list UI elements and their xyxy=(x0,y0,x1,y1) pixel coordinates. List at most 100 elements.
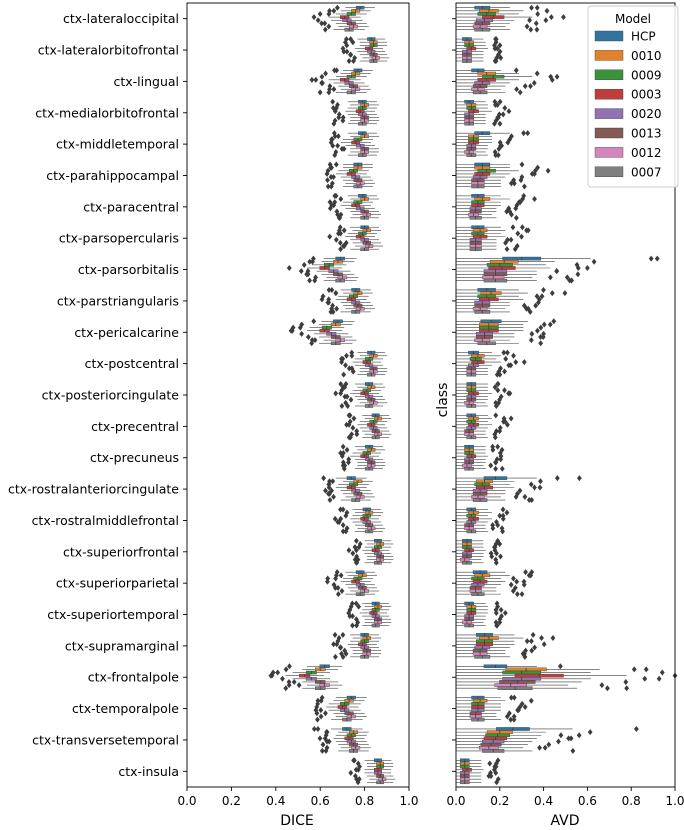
dice-box-precuneus-0003 xyxy=(339,453,379,460)
dice-box-posteriorcingulate-0020 xyxy=(342,393,384,400)
outlier-point xyxy=(338,211,344,218)
outlier-point xyxy=(323,487,328,494)
avd-box-insula-0013 xyxy=(456,773,494,780)
dice-box-precentral-0010 xyxy=(351,415,392,422)
outlier-point xyxy=(517,199,523,206)
outlier-point xyxy=(313,707,319,714)
outlier-point xyxy=(511,716,517,723)
outlier-point xyxy=(554,268,560,275)
outlier-point xyxy=(297,324,303,331)
outlier-point xyxy=(490,525,496,532)
outlier-point xyxy=(331,7,337,14)
dice-box-lateralorbitofrontal-HCP xyxy=(343,36,386,43)
outlier-point xyxy=(497,424,503,431)
outlier-point xyxy=(497,428,503,435)
outlier-point xyxy=(338,246,343,253)
avd-box-pericalcarine-HCP xyxy=(456,318,557,325)
outlier-point xyxy=(656,675,662,682)
outlier-point xyxy=(338,196,344,202)
avd-box-precuneus-0007 xyxy=(456,465,505,472)
dice-box-parsopercularis-0020 xyxy=(333,236,379,243)
outlier-point xyxy=(513,67,519,74)
dice-box-rostralanteriorcingulate-0003 xyxy=(326,484,367,491)
outlier-point xyxy=(501,349,507,356)
outlier-point xyxy=(551,318,557,325)
outlier-point xyxy=(329,286,335,293)
dice-box-lateralorbitofrontal-0007 xyxy=(346,58,388,65)
outlier-point xyxy=(558,732,564,739)
outlier-point xyxy=(327,233,333,240)
dice-box-paracentral-0020 xyxy=(327,205,375,212)
avd-box-posteriorcingulate-0010 xyxy=(456,384,498,391)
avd-box-posteriorcingulate-0012 xyxy=(456,399,502,406)
outlier-point xyxy=(570,747,576,754)
dice-box-parahippocampal-0007 xyxy=(325,183,373,190)
outlier-point xyxy=(519,591,525,598)
outlier-point xyxy=(327,497,333,504)
avd-panel: 0.0 0.2 0.4 0.6 0.8 1.0 xyxy=(446,2,684,808)
outlier-point xyxy=(492,42,497,49)
avd-box-supramarginal-0009 xyxy=(456,638,534,645)
dice-x-tick-label: 0.8 xyxy=(355,794,374,808)
outlier-point xyxy=(510,588,516,594)
outlier-point xyxy=(532,484,537,491)
dice-box-transversetemporal-0012 xyxy=(324,744,371,751)
avd-box-parstriangularis-0007 xyxy=(456,308,533,315)
outlier-point xyxy=(347,613,353,620)
avd-box-lateraloccipital-0009 xyxy=(456,10,541,17)
outlier-point xyxy=(341,371,347,378)
outlier-point xyxy=(307,258,313,265)
avd-box-temporalpole-HCP xyxy=(456,694,517,701)
avd-box-lateraloccipital-0003 xyxy=(456,14,566,21)
avd-box-transversetemporal-0020 xyxy=(456,738,561,745)
outlier-point xyxy=(561,14,566,21)
outlier-point xyxy=(350,39,356,46)
dice-box-rostralmiddlefrontal-0007 xyxy=(340,528,384,535)
outlier-point xyxy=(335,584,341,591)
outlier-point xyxy=(557,663,563,670)
outlier-point xyxy=(329,202,335,209)
outlier-point xyxy=(499,613,504,620)
outlier-point xyxy=(333,653,338,660)
legend-swatch-0013 xyxy=(594,127,624,139)
outlier-point xyxy=(309,337,315,344)
outlier-point xyxy=(330,478,336,485)
avd-box-medialorbitofrontal-0009 xyxy=(456,105,508,112)
outlier-point xyxy=(505,349,510,356)
dice-box-lateralorbitofrontal-0020 xyxy=(341,48,386,55)
outlier-point xyxy=(541,641,547,648)
outlier-point xyxy=(348,396,354,403)
outlier-point xyxy=(322,26,328,33)
outlier-point xyxy=(500,111,506,118)
avd-box-rostralanteriorcingulate-0003 xyxy=(456,484,543,491)
outlier-point xyxy=(342,647,348,654)
outlier-point xyxy=(325,299,331,306)
outlier-point xyxy=(350,613,355,620)
outlier-point xyxy=(497,42,503,49)
avd-box-parsopercularis-0007 xyxy=(456,246,518,253)
outlier-point xyxy=(503,239,508,246)
outlier-point xyxy=(508,415,514,422)
outlier-point xyxy=(330,142,336,149)
avd-box-middletemporal-0020 xyxy=(456,142,505,149)
outlier-point xyxy=(354,537,359,544)
dice-box-precentral-0003 xyxy=(344,421,386,428)
dice-box-parahippocampal-0003 xyxy=(324,170,367,177)
outlier-point xyxy=(346,412,352,419)
outlier-point xyxy=(538,340,544,347)
outlier-point xyxy=(528,83,533,90)
avd-box-parstriangularis-0013 xyxy=(456,302,539,309)
avd-x-tick-label: 0.0 xyxy=(446,794,465,808)
outlier-point xyxy=(318,697,324,704)
avd-box-supramarginal-0010 xyxy=(456,635,556,642)
outlier-point xyxy=(288,327,294,334)
outlier-point xyxy=(341,450,346,457)
outlier-point xyxy=(494,371,500,378)
avd-box-transversetemporal-0003 xyxy=(456,735,574,742)
outlier-point xyxy=(508,362,514,369)
outlier-point xyxy=(539,635,544,642)
outlier-point xyxy=(299,330,305,337)
dice-box-pericalcarine-0013 xyxy=(305,333,353,340)
outlier-point xyxy=(324,170,330,177)
